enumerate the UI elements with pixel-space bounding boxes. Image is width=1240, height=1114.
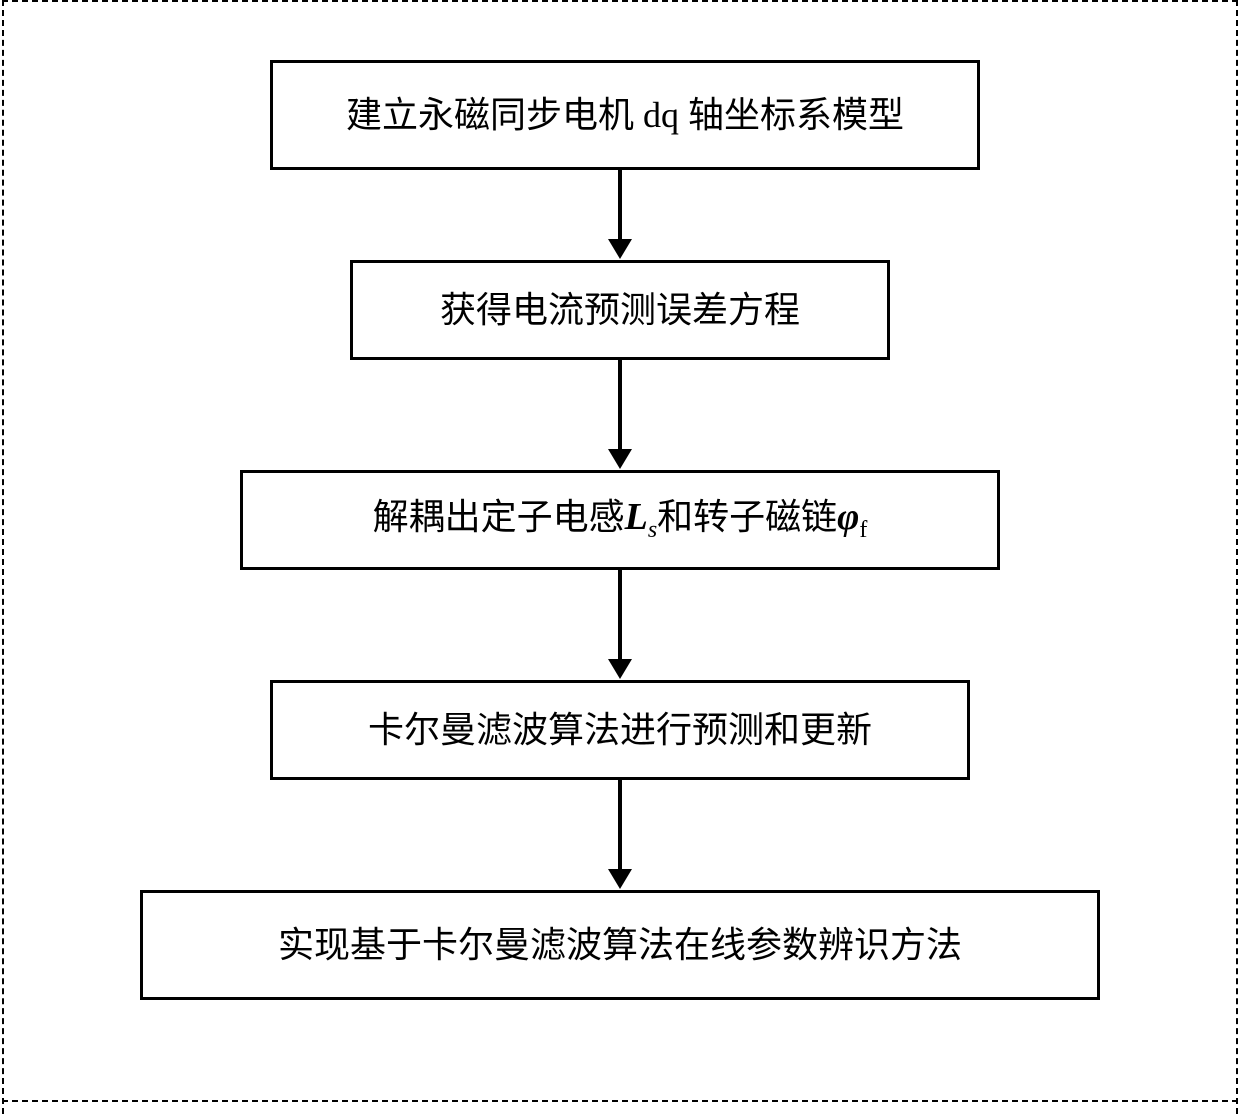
arrow-2 (608, 360, 632, 469)
flow-text-3-prefix: 解耦出定子电感 (373, 497, 625, 537)
arrow-1 (608, 170, 632, 259)
outer-border-right (1236, 0, 1238, 1114)
flow-box-4: 卡尔曼滤波算法进行预测和更新 (270, 680, 970, 780)
outer-border-bottom (2, 1100, 1238, 1102)
flow-text-4: 卡尔曼滤波算法进行预测和更新 (368, 707, 872, 754)
outer-border-top (2, 0, 1238, 2)
flow-box-1: 建立永磁同步电机 dq 轴坐标系模型 (270, 60, 980, 170)
flow-box-5: 实现基于卡尔曼滤波算法在线参数辨识方法 (140, 890, 1100, 1000)
flow-box-3: 解耦出定子电感Ls和转子磁链φf (240, 470, 1000, 570)
formula-phi-var: φ (837, 496, 859, 538)
arrow-4 (608, 780, 632, 889)
flow-text-2: 获得电流预测误差方程 (440, 287, 800, 334)
formula-phi-sub: f (859, 518, 867, 544)
flow-text-3: 解耦出定子电感Ls和转子磁链φf (373, 493, 868, 546)
formula-ls-var: L (625, 496, 648, 538)
outer-border-left (2, 0, 4, 1114)
flow-text-1: 建立永磁同步电机 dq 轴坐标系模型 (346, 92, 904, 139)
arrow-3 (608, 570, 632, 679)
flowchart-container: 建立永磁同步电机 dq 轴坐标系模型 获得电流预测误差方程 解耦出定子电感Ls和… (80, 40, 1160, 1080)
formula-ls-sub: s (648, 518, 657, 544)
flow-box-2: 获得电流预测误差方程 (350, 260, 890, 360)
flow-text-3-mid: 和转子磁链 (657, 497, 837, 537)
flow-text-5: 实现基于卡尔曼滤波算法在线参数辨识方法 (278, 922, 962, 969)
